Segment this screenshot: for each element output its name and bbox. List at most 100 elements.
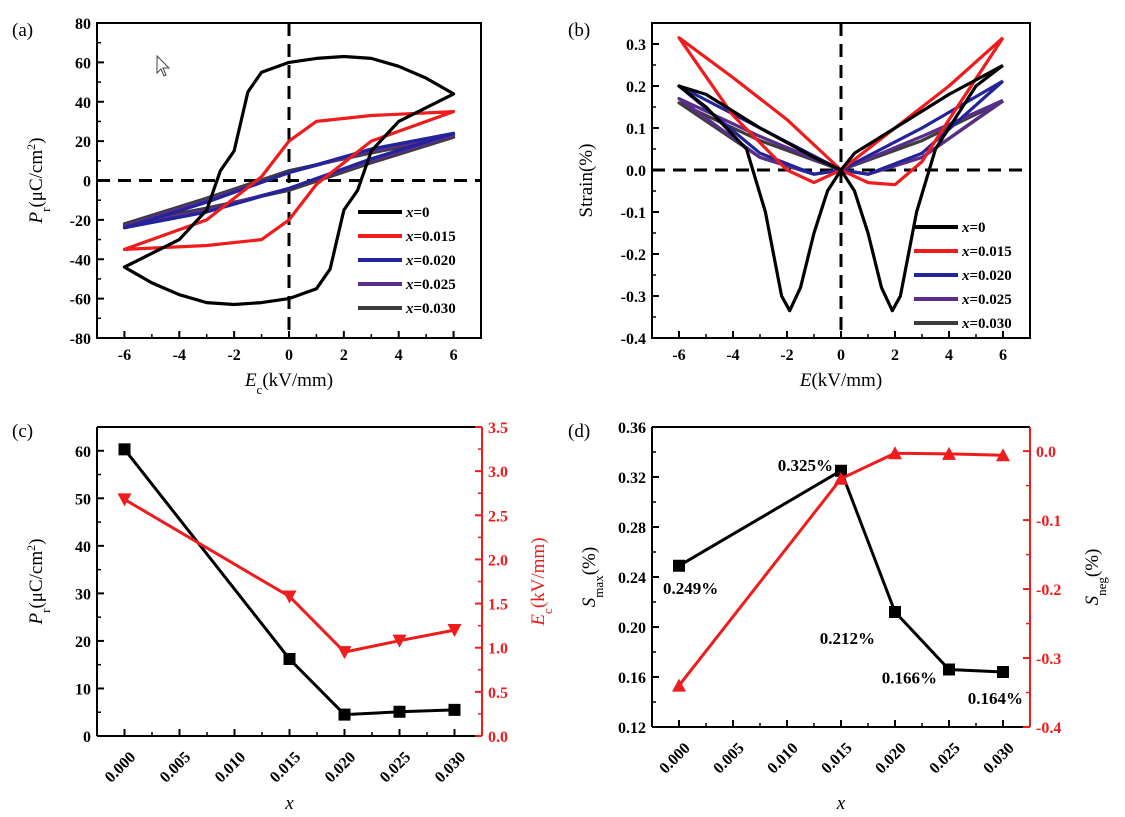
c-marker-Pr — [118, 443, 131, 456]
legend-val: =0 — [970, 220, 986, 236]
c-xtick-label: 0.000 — [102, 749, 139, 786]
panel-c-label: (c) — [12, 421, 33, 442]
legend-sym: x — [405, 301, 414, 317]
label-symbol: P — [26, 612, 47, 625]
panel-d-chart: 0.000 0.005 0.010 0.015 0.020 0.025 0.030 0.12 0… — [579, 420, 1109, 814]
panel-b-chart: -6 -4 -2 0 2 4 6 -0.4 -0.3 -0.2 -0.1 0.0 0.1 0.2 0.3 E(… — [576, 22, 1031, 391]
b-loop-x=0.015 — [677, 36, 1005, 187]
c-ytick-right-label: 1.0 — [488, 641, 508, 658]
a-ytick-label: -60 — [70, 292, 91, 309]
label-symbol: E — [528, 614, 549, 627]
d-xtick-label: 0.000 — [656, 740, 693, 777]
label-symbol: x — [836, 793, 846, 814]
a-legend-label: x=0.025 — [405, 277, 456, 293]
b-xtick-label: -2 — [780, 347, 793, 364]
a-loop-x=0 — [122, 54, 456, 307]
b-xlabel: E(kV/mm) — [799, 370, 882, 391]
a-legend-label: x=0.030 — [405, 301, 456, 317]
panel-a-chart: -6 -4 -2 0 2 4 6-80-60-40-20020406080Ec(kV/mm)… — [24, 16, 482, 397]
d-annotation: 0.164% — [968, 689, 1023, 708]
d-line-Sneg — [677, 451, 1004, 687]
c-marker-Ec — [447, 624, 462, 638]
label-unit: (%) — [1082, 549, 1103, 577]
d-xtick-label: 0.030 — [980, 740, 1017, 777]
c-marker-Ec — [392, 634, 407, 648]
d-ytick-label: 0.28 — [618, 520, 646, 537]
d-ytick-right-label: 0.0 — [1036, 444, 1056, 461]
c-line-Ec — [123, 498, 455, 654]
c-marker-Ec — [337, 646, 352, 660]
d-annotation: 0.249% — [663, 579, 718, 598]
a-ytick-label: 40 — [75, 95, 91, 112]
b-ytick-label: -0.4 — [621, 331, 646, 348]
label-sub: neg — [1094, 577, 1109, 596]
c-marker-Pr — [283, 652, 296, 665]
label-unit: (μC/cm — [26, 150, 47, 208]
b-xtick-label: 0 — [837, 347, 845, 364]
d-ytick-right-label: -0.4 — [1036, 720, 1061, 737]
label-symbol: x — [284, 793, 294, 814]
panel-c-chart: 0.000 0.005 0.010 0.015 0.020 0.025 0.03001020… — [24, 420, 555, 814]
c-ytick-label: 30 — [75, 586, 91, 603]
a-ytick-label: -20 — [70, 213, 91, 230]
b-ylabel: Strain(%) — [576, 144, 597, 218]
d-ytick-right-label: -0.3 — [1036, 651, 1061, 668]
c-ytick-label: 50 — [75, 491, 91, 508]
b-ytick-label: 0.2 — [626, 79, 646, 96]
legend-sym: x — [961, 268, 970, 284]
legend-val: =0.015 — [970, 244, 1012, 260]
legend-val: =0.015 — [414, 229, 456, 245]
c-marker-Pr — [338, 708, 351, 721]
label-close: ) — [26, 138, 47, 144]
a-ytick-label: 20 — [75, 134, 91, 151]
a-xtick-label: 2 — [340, 347, 348, 364]
panel-b-label: (b) — [568, 20, 590, 41]
c-ytick-right-label: 2.5 — [488, 508, 508, 525]
d-ytick-label: 0.32 — [618, 470, 646, 487]
c-ytick-label: 20 — [75, 634, 91, 651]
d-annotation: 0.212% — [820, 629, 875, 648]
legend-sym: x — [405, 253, 414, 269]
legend-sym: x — [961, 316, 970, 332]
legend-val: =0.030 — [970, 316, 1012, 332]
d-xlabel: x — [836, 793, 846, 814]
b-xtick-label: 4 — [945, 347, 953, 364]
d-marker-Smax — [673, 559, 685, 572]
legend-val: =0.025 — [414, 277, 456, 293]
c-ytick-right-label: 2.0 — [488, 552, 508, 569]
legend-sym: x — [405, 277, 414, 293]
d-marker-Sneg — [888, 446, 902, 460]
c-ylabel-right: Ec(kV/mm) — [528, 537, 555, 626]
d-marker-Sneg — [834, 471, 848, 485]
d-ytick-label: 0.12 — [618, 720, 646, 737]
a-xtick-label: 6 — [450, 347, 458, 364]
c-ytick-label: 10 — [75, 681, 91, 698]
d-ytick-label: 0.20 — [618, 620, 646, 637]
b-legend-label: x=0.025 — [961, 292, 1012, 308]
label-unit: (μC/cm — [26, 551, 47, 609]
b-xtick-label: 6 — [999, 347, 1007, 364]
c-marker-Ec — [282, 590, 297, 604]
c-xtick-label: 0.030 — [432, 749, 469, 786]
d-annotation: 0.325% — [778, 456, 833, 475]
b-ytick-label: 0.1 — [626, 121, 646, 138]
a-ytick-label: 60 — [75, 55, 91, 72]
d-ytick-right-label: -0.1 — [1036, 513, 1061, 530]
a-ytick-label: -80 — [70, 331, 91, 348]
b-ytick-label: 0.3 — [626, 37, 646, 54]
a-xtick-label: -2 — [227, 347, 240, 364]
b-legend-label: x=0.030 — [961, 316, 1012, 332]
a-xtick-label: -4 — [173, 347, 186, 364]
a-loop-x=0.015 — [122, 110, 456, 251]
a-xtick-label: 4 — [395, 347, 403, 364]
c-ylabel-left: Pr(μC/cm2) — [24, 539, 53, 626]
d-xtick-label: 0.020 — [872, 740, 909, 777]
legend-val: =0.020 — [970, 268, 1012, 284]
c-line-Pr — [123, 448, 455, 717]
c-xtick-label: 0.010 — [212, 749, 249, 786]
b-xtick-label: -4 — [726, 347, 739, 364]
label-sub: r — [38, 207, 53, 212]
label-sub: c — [257, 382, 263, 397]
d-marker-Smax — [889, 606, 901, 618]
